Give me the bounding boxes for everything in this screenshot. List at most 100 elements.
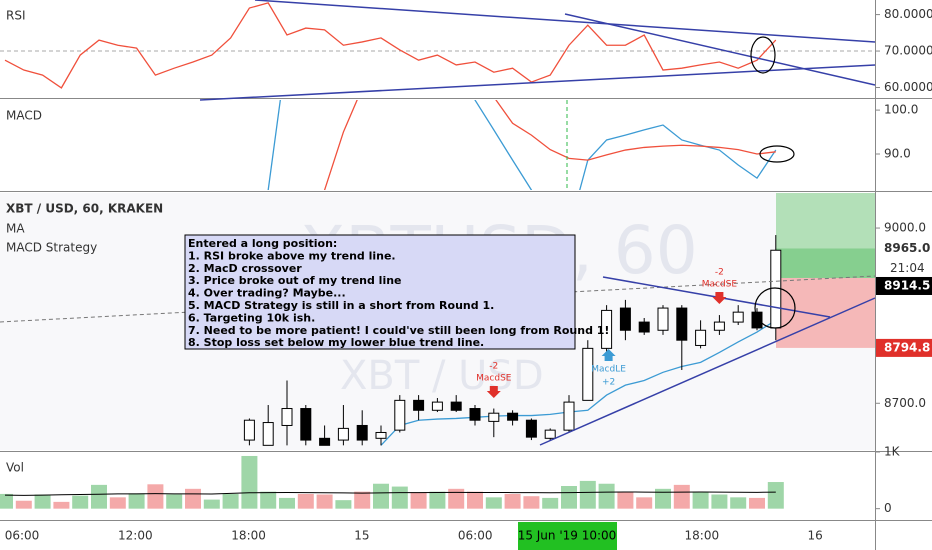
price-label: 8965.0 bbox=[884, 241, 930, 255]
y-tick-label: 9000.0 bbox=[884, 221, 926, 235]
candle-body bbox=[563, 401, 575, 431]
price-label-bg bbox=[876, 276, 932, 295]
x-tick-label: 06:00 bbox=[458, 529, 493, 543]
note-line: 3. Price broke out of my trend line bbox=[188, 274, 402, 287]
y-tick-label: 60.0000 bbox=[884, 80, 932, 94]
volume-bar bbox=[185, 488, 201, 509]
note-line: 4. Over trading? Maybe... bbox=[188, 287, 346, 300]
candle-body bbox=[713, 321, 725, 331]
note-line: 7. Need to be more patient! I could've s… bbox=[188, 324, 609, 337]
volume-bar bbox=[279, 497, 295, 509]
candle-body bbox=[262, 422, 274, 446]
volume-bar bbox=[354, 491, 371, 509]
candle-body bbox=[657, 307, 669, 331]
x-tick-label: 12:00 bbox=[118, 529, 153, 543]
candle-body bbox=[488, 412, 500, 422]
volume-bar bbox=[72, 495, 89, 509]
candle-body bbox=[281, 408, 293, 426]
note-line: 6. Targeting 10k ish. bbox=[188, 311, 315, 324]
pane-title: Vol bbox=[6, 461, 24, 475]
volume-bar bbox=[241, 455, 258, 509]
series-line bbox=[4, 491, 776, 496]
signal-arrow bbox=[712, 292, 727, 304]
pane-title: MACD bbox=[6, 109, 42, 123]
volume-bar bbox=[655, 488, 671, 509]
volume-bar bbox=[15, 500, 32, 509]
note-line: 5. MACD Strategy is still in a short fro… bbox=[188, 299, 494, 312]
pane-title: RSI bbox=[6, 9, 26, 23]
signal-arrow bbox=[486, 386, 501, 398]
volume-bar bbox=[504, 493, 521, 509]
x-tick-label: 18:00 bbox=[231, 529, 266, 543]
volume-bar bbox=[147, 484, 164, 509]
candle-body bbox=[319, 437, 331, 446]
note-line: 8. Stop loss set below my lower blue tre… bbox=[188, 336, 484, 349]
x-tick-label: 16 bbox=[807, 529, 822, 543]
volume-bar bbox=[448, 488, 465, 509]
candle-body bbox=[619, 307, 631, 331]
y-tick-label: 70.0000 bbox=[884, 44, 932, 58]
y-tick-label: 90.0 bbox=[884, 147, 911, 161]
pane-title: XBT / USD, 60, KRAKEN bbox=[6, 202, 163, 216]
signal-arrow bbox=[601, 349, 616, 361]
pane-subtitle: MA bbox=[6, 222, 25, 236]
profit-zone bbox=[776, 193, 875, 249]
volume-bar bbox=[222, 493, 239, 509]
volume-bar bbox=[53, 501, 70, 509]
y-tick-label: 80.0000 bbox=[884, 7, 932, 21]
volume-bar bbox=[767, 482, 784, 509]
signal-qty: -2 bbox=[489, 362, 498, 372]
series-line bbox=[4, 2, 777, 89]
candle-body bbox=[751, 311, 763, 329]
volume-bar bbox=[429, 491, 446, 509]
volume-bar bbox=[523, 496, 540, 509]
volume-bar bbox=[561, 486, 577, 509]
series-line bbox=[380, 319, 777, 446]
candle-body bbox=[394, 399, 406, 431]
signal-qty: -2 bbox=[715, 268, 724, 278]
y-tick-label: 1K bbox=[884, 445, 901, 459]
signal-label: MacdSE bbox=[702, 280, 738, 290]
volume-bar bbox=[579, 480, 596, 509]
signal-qty: +2 bbox=[602, 378, 615, 388]
volume-bar bbox=[692, 491, 709, 509]
candle-body bbox=[695, 329, 707, 346]
note-line: 1. RSI broke above my trend line. bbox=[188, 249, 396, 262]
candle-body bbox=[582, 347, 594, 401]
pane bbox=[0, 455, 784, 509]
pane bbox=[0, 2, 875, 89]
candle-body bbox=[732, 311, 744, 323]
cursor-label: 15 Jun '19 10:00 bbox=[518, 529, 617, 543]
volume-bar bbox=[730, 497, 747, 509]
candle-body bbox=[544, 429, 556, 439]
volume-bar bbox=[467, 491, 483, 509]
loss-zone bbox=[776, 277, 875, 348]
price-label-bg bbox=[876, 338, 932, 357]
drawings bbox=[0, 0, 876, 446]
signal-label: MacdSE bbox=[476, 374, 512, 384]
note-line: 2. MacD crossover bbox=[188, 262, 302, 275]
candle-body bbox=[507, 412, 519, 421]
series-line bbox=[267, 100, 777, 190]
candle-body bbox=[337, 427, 349, 441]
watermark: XBT / USD bbox=[340, 353, 544, 399]
volume-bar bbox=[617, 491, 634, 509]
price-label: 8794.8 bbox=[884, 340, 930, 354]
volume-bar bbox=[711, 494, 728, 509]
note-line: Entered a long position: bbox=[188, 237, 337, 250]
candle-body bbox=[413, 399, 425, 411]
volume-bar bbox=[335, 500, 352, 509]
candle-body bbox=[638, 321, 650, 333]
volume-bar bbox=[485, 497, 502, 509]
candle-body bbox=[676, 307, 688, 341]
x-tick-label: 18:00 bbox=[685, 529, 720, 543]
volume-bar bbox=[260, 491, 277, 509]
candle-body bbox=[525, 419, 537, 438]
note-box bbox=[184, 234, 576, 350]
y-tick-label: 0 bbox=[884, 501, 892, 515]
countdown: 21:04 bbox=[890, 261, 925, 275]
volume-bar bbox=[542, 497, 559, 509]
candle-body bbox=[431, 401, 443, 411]
volume-bar bbox=[166, 494, 183, 509]
price-label: 8914.5 bbox=[884, 278, 930, 292]
